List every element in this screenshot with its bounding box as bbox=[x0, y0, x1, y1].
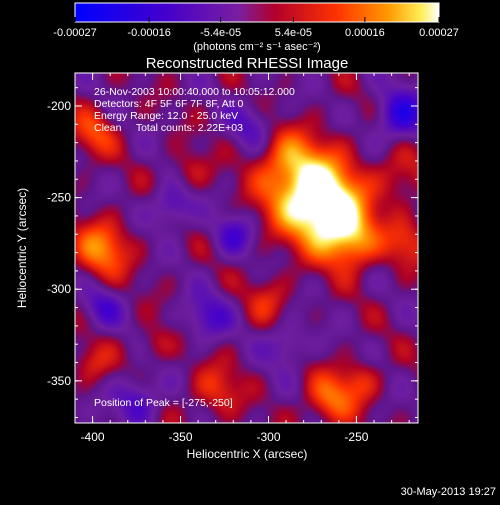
y-axis-label: Heliocentric Y (arcsec) bbox=[15, 188, 29, 308]
colorbar-ticks: -0.00027 -0.00016 -5.4e-05 5.4e-05 0.00016 0.… bbox=[53, 17, 459, 39]
annotation-detectors: Detectors: 4F 5F 6F 7F 8F, Att 0 bbox=[94, 98, 244, 110]
colorbar-unit-label: (photons cm⁻² s⁻¹ asec⁻²) bbox=[193, 41, 320, 53]
x-tick-label: -250 bbox=[344, 430, 368, 444]
colorbar-tick-label: -0.00027 bbox=[53, 27, 96, 39]
heatmap-canvas bbox=[75, 73, 418, 423]
y-tick-label: -350 bbox=[47, 374, 71, 388]
colorbar-gradient bbox=[74, 2, 440, 23]
peak-position-label: Position of Peak = [-275,-250] bbox=[94, 397, 233, 409]
colorbar: -0.00027 -0.00016 -5.4e-05 5.4e-05 0.00016 0.… bbox=[53, 2, 459, 53]
y-tick-label: -250 bbox=[47, 191, 71, 205]
x-tick-label: -300 bbox=[256, 430, 280, 444]
y-tick-label: -200 bbox=[47, 99, 71, 113]
footer-date: 30-May-2013 19:27 bbox=[401, 486, 496, 498]
x-axis: -400 -350 -300 -250 bbox=[81, 73, 410, 444]
colorbar-tick-label: 0.00016 bbox=[345, 27, 385, 39]
y-axis: -200 -250 -300 -350 bbox=[47, 87, 418, 419]
colorbar-tick-label: -0.00016 bbox=[127, 27, 170, 39]
x-axis-label: Heliocentric X (arcsec) bbox=[187, 447, 308, 461]
plot-frame bbox=[74, 72, 419, 424]
colorbar-tick-label: 0.00027 bbox=[419, 27, 459, 39]
x-tick-label: -400 bbox=[81, 430, 105, 444]
colorbar-tick-label: -5.4e-05 bbox=[200, 27, 241, 39]
annotation-energy: Energy Range: 12.0 - 25.0 keV bbox=[94, 110, 238, 122]
annotation-clean: Clean Total counts: 2.22E+03 bbox=[94, 122, 243, 134]
annotation-time: 26-Nov-2003 10:00:40.000 to 10:05:12.000 bbox=[94, 86, 295, 98]
annotations: 26-Nov-2003 10:00:40.000 to 10:05:12.000… bbox=[94, 86, 295, 409]
y-tick-label: -300 bbox=[47, 282, 71, 296]
x-tick-label: -350 bbox=[169, 430, 193, 444]
chart-title: Reconstructed RHESSI Image bbox=[146, 55, 349, 72]
colorbar-tick-label: 5.4e-05 bbox=[275, 27, 312, 39]
heatmap-area bbox=[75, 73, 418, 423]
